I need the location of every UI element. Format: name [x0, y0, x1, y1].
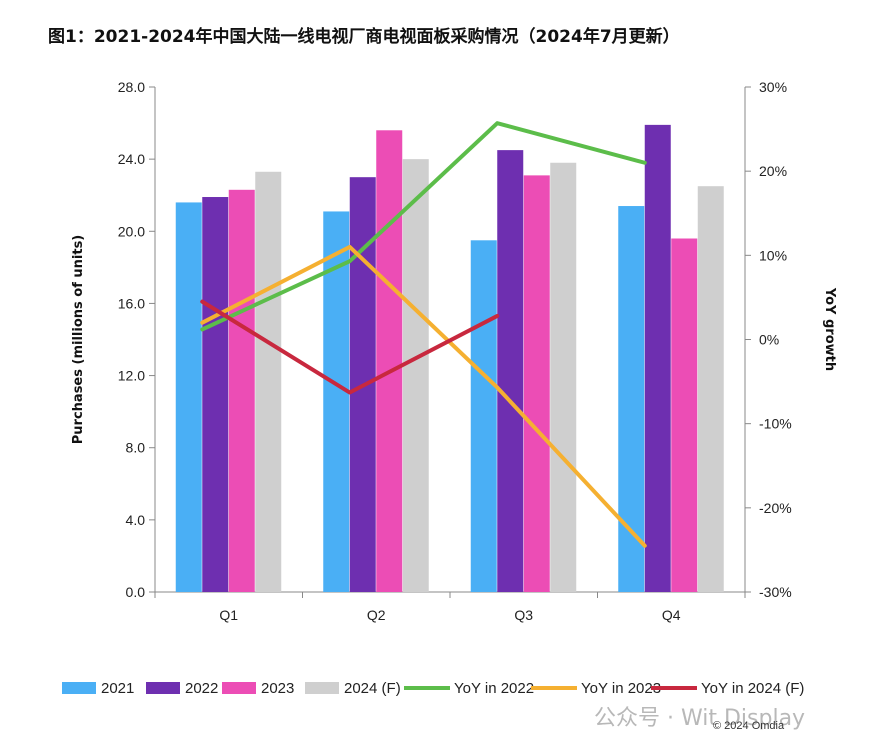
- left-axis-tick-label: 8.0: [126, 440, 146, 456]
- bar-series-group: [175, 124, 724, 593]
- x-axis-tick-label: Q2: [367, 607, 386, 623]
- bar-2021: [618, 206, 645, 593]
- legend-label-yoy-in-2024-f-: YoY in 2024 (F): [701, 680, 804, 697]
- legend-swatch-2022: [146, 682, 180, 694]
- legend-swatch-2024-f-: [305, 682, 339, 694]
- legend-label-2022: 2022: [185, 680, 218, 697]
- bar-2023: [523, 175, 550, 592]
- bar-2021: [470, 240, 497, 592]
- right-axis-tick-label: 20%: [759, 163, 787, 179]
- bar-2024-f-: [402, 159, 429, 592]
- y2-axis-title: YoY growth: [822, 287, 837, 371]
- legend-label-yoy-in-2022: YoY in 2022: [454, 680, 534, 697]
- watermark: 公众号 · Wit Display: [594, 706, 806, 731]
- bar-2023: [671, 238, 698, 592]
- left-axis-tick-label: 12.0: [118, 368, 145, 384]
- right-axis-tick-label: 0%: [759, 332, 779, 348]
- legend-label-2021: 2021: [101, 680, 134, 697]
- legend-label-2024-f-: 2024 (F): [344, 680, 401, 697]
- line-series-group: [200, 121, 647, 548]
- legend-label-yoy-in-2023: YoY in 2023: [581, 680, 661, 697]
- line-yoy-in-2023: [200, 244, 647, 548]
- left-axis-tick-label: 20.0: [118, 223, 145, 239]
- copyright-text: © 2024 Omdia: [713, 720, 785, 732]
- legend-swatch-2021: [62, 682, 96, 694]
- bar-2021: [323, 211, 350, 593]
- left-axis-tick-label: 0.0: [126, 584, 146, 600]
- right-axis-tick-label: 30%: [759, 79, 787, 95]
- right-axis-tick-label: -10%: [759, 416, 792, 432]
- line-yoy-in-2022: [200, 121, 647, 332]
- legend-label-2023: 2023: [261, 680, 294, 697]
- x-axis-tick-label: Q3: [514, 607, 533, 623]
- bar-2022: [497, 150, 524, 592]
- bar-2024-f-: [550, 162, 577, 592]
- left-axis-tick-label: 4.0: [126, 512, 146, 528]
- left-axis-tick-label: 24.0: [118, 151, 145, 167]
- chart-axes: 0.0 4.0 8.0 12.0 16.0 20.0 24.0 28.0 -30% -20% -10…: [71, 79, 837, 623]
- y-axis-title: Purchases (millions of units): [71, 235, 86, 444]
- bar-2024-f-: [255, 171, 282, 592]
- x-axis-tick-label: Q1: [219, 607, 238, 623]
- chart-legend: 2021 2022 2023 2024 (F) YoY in 2022 YoY in 20…: [62, 680, 804, 697]
- right-axis-tick-label: 10%: [759, 247, 787, 263]
- left-axis-tick-label: 16.0: [118, 295, 145, 311]
- legend-swatch-2023: [222, 682, 256, 694]
- bar-2022: [644, 124, 671, 592]
- x-axis-tick-label: Q4: [662, 607, 681, 623]
- bar-2024-f-: [697, 186, 724, 593]
- right-axis-tick-label: -30%: [759, 584, 792, 600]
- bar-2023: [228, 189, 255, 592]
- left-axis-tick-label: 28.0: [118, 79, 145, 95]
- bar-2021: [175, 202, 202, 592]
- bar-2023: [376, 130, 403, 593]
- line-yoy-in-2024-f-: [200, 299, 500, 395]
- bar-2022: [202, 197, 229, 592]
- chart-title: 图1：2021-2024年中国大陆一线电视厂商电视面板采购情况（2024年7月更…: [48, 27, 680, 47]
- right-axis-tick-label: -20%: [759, 500, 792, 516]
